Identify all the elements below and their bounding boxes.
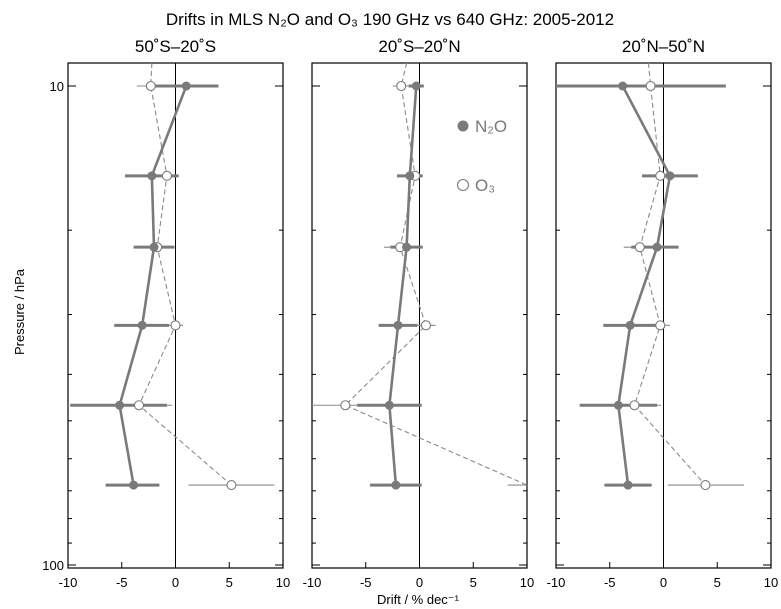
x-tick-label: -5 [360, 575, 372, 590]
x-tick-label: 5 [470, 575, 477, 590]
o3-point [634, 242, 645, 253]
o3-point [655, 320, 666, 331]
n2o-point [405, 171, 415, 181]
x-tick-label: 0 [416, 575, 423, 590]
n2o-point [665, 171, 675, 181]
x-tick-label: 10 [276, 575, 290, 590]
o3-point [420, 320, 432, 331]
n2o-point [129, 480, 139, 490]
n2o-point [181, 81, 191, 91]
o3-point [645, 80, 656, 92]
n2o-point [147, 171, 157, 181]
legend-o3-label: O₃ [475, 176, 495, 195]
legend-n2o-marker [457, 120, 469, 132]
o3-point [629, 400, 640, 411]
panel-3: 20˚N–50˚N -10 -5 0 5 10 [547, 37, 779, 590]
panel-1: 50˚S–20˚S -10 -5 0 5 10 10 100 [42, 37, 290, 590]
panel-title: 20˚N–50˚N [622, 37, 705, 56]
x-tick-label: -5 [116, 575, 128, 590]
y-axis-label: Pressure / hPa [12, 268, 27, 355]
figure-title: Drifts in MLS N₂O and O₃ 190 GHz vs 640 … [166, 10, 614, 29]
y-tick-label: 100 [42, 558, 64, 573]
o3-point [700, 480, 711, 491]
o3-series-line [138, 63, 232, 486]
o3-point [145, 80, 156, 92]
legend: N₂O O₃ [456, 117, 507, 195]
n2o-point [384, 400, 394, 410]
n2o-point [149, 242, 159, 252]
x-tick-label: 5 [714, 575, 721, 590]
panel-title: 50˚S–20˚S [135, 37, 216, 56]
x-tick-label: 0 [172, 575, 179, 590]
legend-o3-marker [456, 178, 470, 192]
legend-n2o-label: N₂O [475, 117, 507, 136]
n2o-point [393, 320, 403, 330]
n2o-point [115, 400, 125, 410]
n2o-point [411, 81, 421, 91]
x-tick-label: 5 [226, 575, 233, 590]
n2o-point [402, 242, 412, 252]
n2o-point [625, 320, 635, 330]
x-tick-label: 10 [520, 575, 534, 590]
o3-point [170, 320, 181, 331]
x-tick-label: 10 [764, 575, 778, 590]
n2o-point [391, 480, 401, 490]
panel-series [312, 63, 527, 490]
o3-point [655, 170, 666, 181]
x-tick-label: -10 [59, 575, 78, 590]
n2o-series-line [388, 85, 418, 486]
o3-point [226, 480, 237, 491]
x-tick-label: -10 [547, 575, 566, 590]
panel-title: 20˚S–20˚N [378, 37, 460, 56]
x-tick-label: -10 [303, 575, 322, 590]
x-tick-label: -5 [604, 575, 616, 590]
o3-point [396, 80, 407, 92]
y-tick-label: 10 [50, 79, 64, 94]
n2o-point [613, 400, 623, 410]
n2o-series-line [118, 85, 188, 486]
x-axis-label: Drift / % dec⁻¹ [377, 592, 460, 607]
n2o-point [137, 320, 147, 330]
panel-2: 20˚S–20˚N -10 -5 0 5 10 [303, 37, 535, 590]
o3-point [133, 400, 144, 411]
n2o-point [623, 480, 633, 490]
o3-point [161, 170, 172, 181]
panel-series [70, 63, 275, 491]
o3-point [340, 400, 351, 411]
x-tick-label: 0 [660, 575, 667, 590]
panel-series [556, 63, 745, 491]
n2o-series-line [617, 85, 672, 486]
n2o-point [652, 242, 662, 252]
n2o-point [618, 81, 628, 91]
